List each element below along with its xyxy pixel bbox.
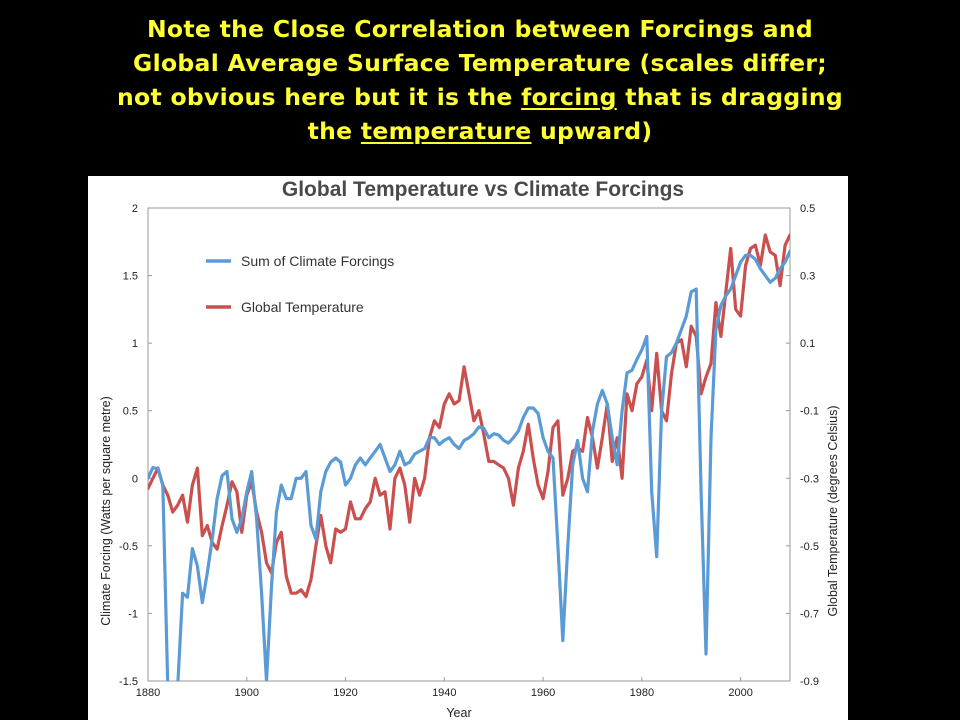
heading-line: Note the Close Correlation between Forci… — [10, 12, 950, 46]
chart-title: Global Temperature vs Climate Forcings — [282, 178, 684, 201]
right-y-tick-label: -0.1 — [800, 406, 819, 418]
axes: 1880 1900 1920 1940 1960 1980 2000 2 1.5 1 0.5 0 -0.… — [119, 203, 819, 699]
right-y-tick-label: -0.7 — [800, 608, 819, 620]
line-chart: Global Temperature vs Climate Forcings 1… — [99, 178, 840, 720]
heading-text: Note the Close Correlation between Forci… — [146, 15, 814, 43]
legend-label: Global Temperature — [241, 299, 364, 315]
left-y-tick-label: 0.5 — [123, 406, 138, 418]
plot-frame — [147, 207, 791, 682]
x-tick-label: 1960 — [531, 687, 555, 699]
climate-forcings-line — [148, 249, 790, 681]
x-tick-label: 1980 — [630, 687, 654, 699]
x-tick-label: 2000 — [728, 687, 752, 699]
left-y-axis-label: Climate Forcing (Watts per square metre) — [99, 396, 113, 625]
heading-line: Global Average Surface Temperature (scal… — [10, 46, 950, 80]
x-tick-label: 1880 — [136, 687, 160, 699]
left-y-tick-label: -1 — [128, 608, 138, 620]
heading-line: not obvious here but it is the forcing t… — [10, 80, 950, 114]
legend-label: Sum of Climate Forcings — [241, 253, 394, 269]
left-y-tick-label: 1 — [132, 338, 138, 350]
legend: Sum of Climate Forcings Global Temperatur… — [206, 253, 394, 315]
heading-text: that is dragging — [616, 83, 843, 111]
heading-text: upward) — [531, 117, 653, 145]
left-y-tick-label: -1.5 — [119, 676, 138, 688]
x-tick-label: 1900 — [235, 687, 259, 699]
chart-panel: Global Temperature vs Climate Forcings 1… — [88, 176, 848, 720]
right-y-axis-label: Global Temperature (degrees Celsius) — [826, 406, 840, 617]
heading-line: the temperature upward) — [10, 114, 950, 148]
right-y-tick-label: 0.3 — [800, 271, 815, 283]
x-tick-label: 1920 — [333, 687, 357, 699]
heading-text: Global Average Surface Temperature (scal… — [133, 49, 827, 77]
right-y-tick-label: -0.9 — [800, 676, 819, 688]
left-y-tick-label: 1.5 — [123, 271, 138, 283]
right-y-tick-label: -0.3 — [800, 473, 819, 485]
left-y-tick-label: 2 — [132, 203, 138, 215]
x-tick-label: 1940 — [432, 687, 456, 699]
right-y-tick-label: -0.5 — [800, 541, 819, 553]
heading-underlined-word: forcing — [521, 83, 617, 111]
right-y-tick-label: 0.5 — [800, 203, 815, 215]
left-y-tick-label: 0 — [132, 473, 138, 485]
x-axis-label: Year — [446, 706, 471, 720]
heading-text: the — [307, 117, 361, 145]
heading-text: not obvious here but it is the — [117, 83, 522, 111]
heading-underlined-word: temperature — [360, 117, 532, 145]
left-y-tick-label: -0.5 — [119, 541, 138, 553]
right-y-tick-label: 0.1 — [800, 338, 815, 350]
series-layer — [148, 233, 790, 681]
slide-heading: Note the Close Correlation between Forci… — [10, 12, 950, 148]
